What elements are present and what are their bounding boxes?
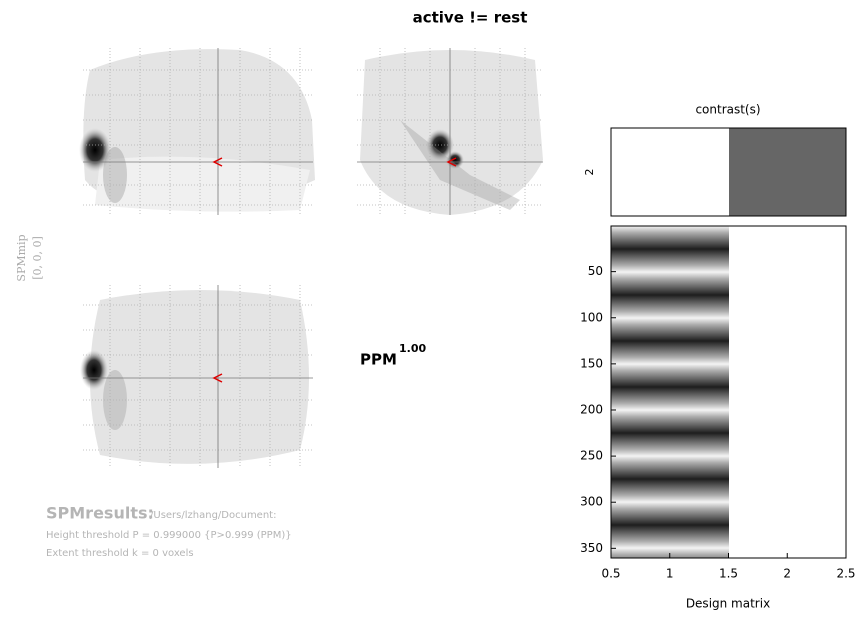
y-tick-label: 100 [580, 310, 603, 324]
x-tick-label: 1.5 [719, 567, 738, 581]
mip-coords: [0, 0, 0] [31, 236, 44, 280]
height-threshold: Height threshold P = 0.999000 {P>0.999 (… [46, 530, 292, 541]
mip-sagittal [79, 48, 315, 215]
y-tick-label: 150 [580, 356, 603, 370]
extent-threshold: Extent threshold k = 0 voxels [46, 548, 194, 559]
ppm-exponent: 1.00 [399, 342, 426, 355]
mip-axial [80, 285, 313, 468]
y-tick-label: 50 [588, 264, 603, 278]
x-tick-label: 2.5 [836, 567, 855, 581]
x-axis-label: Design matrix [686, 597, 770, 611]
y-tick-label: 300 [580, 495, 603, 509]
x-tick-label: 0.5 [601, 567, 620, 581]
results-heading: SPMresults: [46, 504, 154, 523]
x-tick-label: 2 [783, 567, 791, 581]
ppm-label: PPM [360, 351, 397, 369]
contrast-weight [729, 128, 846, 216]
y-tick-label: 200 [580, 402, 603, 416]
mip-coronal [357, 48, 543, 215]
mip-label: SPMmip [15, 234, 28, 281]
y-tick-label: 350 [580, 541, 603, 555]
contrast-row-label: 2 [583, 169, 596, 176]
contrast-title: contrast(s) [695, 103, 760, 117]
spm-results-window: active != rest SPMmip [0, 0, 0] PPM 1.00… [0, 0, 861, 618]
design-column [611, 226, 729, 558]
y-tick-label: 250 [580, 449, 603, 463]
x-tick-label: 1 [666, 567, 674, 581]
title: active != rest [413, 9, 528, 27]
results-path: /Users/lzhang/Document: [150, 510, 276, 521]
